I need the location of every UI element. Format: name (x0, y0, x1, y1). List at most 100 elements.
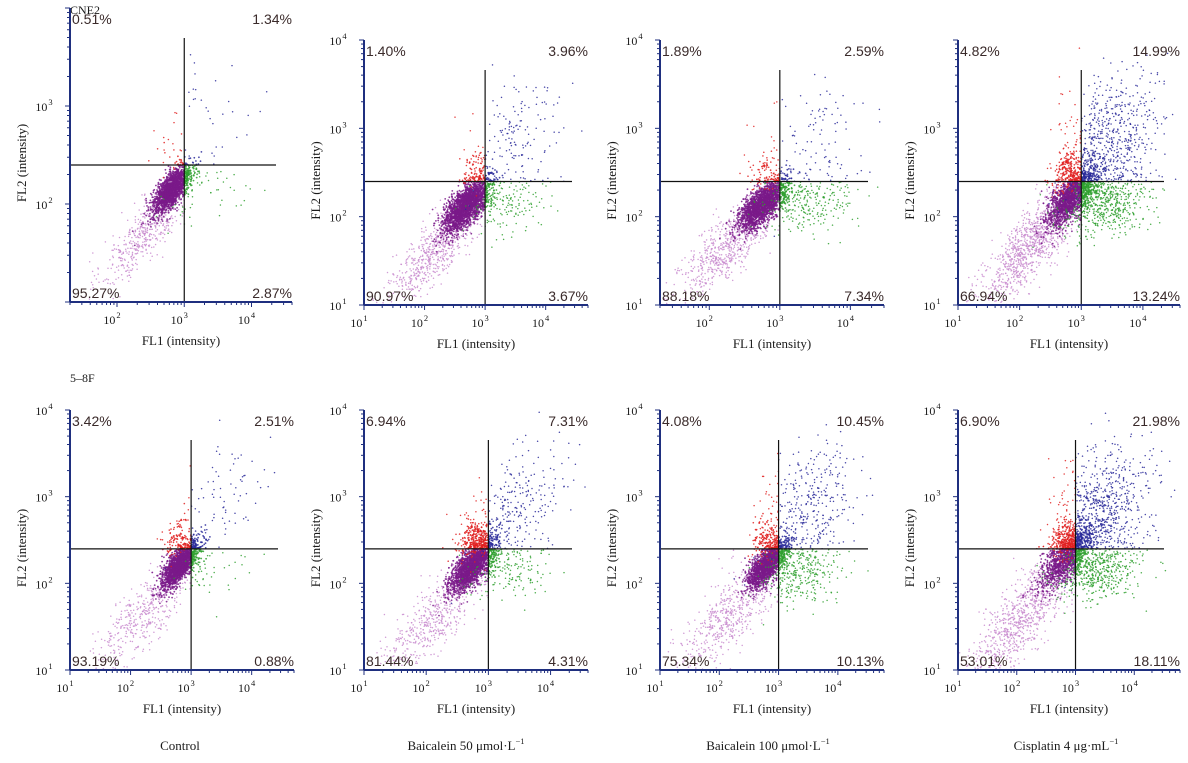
event-dot (161, 184, 163, 186)
event-dot (430, 235, 432, 237)
event-dot (440, 234, 442, 236)
event-dot (443, 269, 445, 271)
event-dot (434, 272, 436, 274)
event-dot (191, 203, 193, 205)
event-dot (158, 233, 160, 235)
event-dot (140, 213, 142, 215)
event-dot (424, 272, 426, 274)
event-dot (157, 239, 159, 241)
event-dot (149, 244, 151, 246)
event-dot (423, 250, 425, 252)
event-dot (192, 167, 194, 169)
event-dot (440, 232, 442, 234)
event-dot (149, 221, 151, 223)
event-dot (486, 199, 488, 201)
event-dot (205, 107, 207, 109)
event-dot (150, 229, 152, 231)
event-dot (413, 268, 415, 270)
event-dot (428, 276, 430, 278)
event-dot (189, 105, 191, 107)
event-dot (452, 256, 454, 258)
event-dot (181, 133, 183, 135)
event-dot (220, 204, 222, 206)
event-dot (433, 284, 435, 286)
event-dot (151, 217, 153, 219)
event-dot (167, 174, 169, 176)
event-dot (164, 229, 166, 231)
event-dot (398, 329, 400, 331)
event-dot (97, 273, 99, 275)
event-dot (162, 220, 164, 222)
event-dot (141, 224, 143, 226)
event-dot (211, 152, 213, 154)
event-dot (446, 250, 448, 252)
event-dot (429, 213, 431, 215)
event-dot (125, 270, 127, 272)
event-dot (173, 122, 175, 124)
event-dot (451, 196, 453, 198)
event-dot (118, 257, 120, 259)
event-dot (480, 224, 482, 226)
event-dot (180, 223, 182, 225)
event-dot (153, 234, 155, 236)
event-dot (477, 224, 479, 226)
event-dot (223, 181, 225, 183)
event-dot (112, 282, 114, 284)
event-dot (172, 218, 174, 220)
event-dot (438, 274, 440, 276)
event-dot (158, 193, 160, 195)
event-dot (457, 230, 459, 232)
event-dot (452, 246, 454, 248)
event-dot (425, 274, 427, 276)
event-dot (168, 180, 170, 182)
event-dot (165, 169, 167, 171)
event-dot (176, 210, 178, 212)
event-dot (482, 208, 484, 210)
event-dot (169, 156, 171, 158)
event-dot (172, 181, 174, 183)
event-dot (222, 146, 224, 148)
event-dot (387, 272, 389, 274)
event-dot (121, 260, 123, 262)
event-dot (129, 274, 131, 276)
event-dot (231, 65, 233, 67)
event-dot (425, 229, 427, 231)
event-dot (164, 241, 166, 243)
event-dot (190, 185, 192, 187)
event-dot (446, 253, 448, 255)
event-dot (445, 240, 447, 242)
event-dot (430, 262, 432, 264)
event-dot (216, 172, 218, 174)
event-dot (173, 204, 175, 206)
event-dot (148, 246, 150, 248)
y-tick-label: 103 (35, 97, 52, 114)
event-dot (180, 183, 182, 185)
event-dot (431, 254, 433, 256)
event-dot (226, 178, 228, 180)
event-dot (418, 274, 420, 276)
event-dot (217, 178, 219, 180)
event-dot (431, 236, 433, 238)
event-dot (145, 224, 147, 226)
event-dot (453, 254, 455, 256)
event-dot (465, 238, 467, 240)
event-dot (168, 187, 170, 189)
event-dot (144, 235, 146, 237)
event-dot (182, 215, 184, 217)
event-dot (445, 205, 447, 207)
event-dot (146, 215, 148, 217)
event-dot (185, 172, 187, 174)
event-dot (158, 186, 160, 188)
event-dot (420, 256, 422, 258)
event-dot (152, 196, 154, 198)
event-dot (491, 187, 493, 189)
event-dot (155, 227, 157, 229)
event-dot (441, 215, 443, 217)
event-dot (410, 275, 412, 277)
event-dot (443, 253, 445, 255)
event-dot (409, 268, 411, 270)
event-dot (147, 232, 149, 234)
event-dot (427, 269, 429, 271)
event-dot (443, 237, 445, 239)
event-dot (441, 260, 443, 262)
